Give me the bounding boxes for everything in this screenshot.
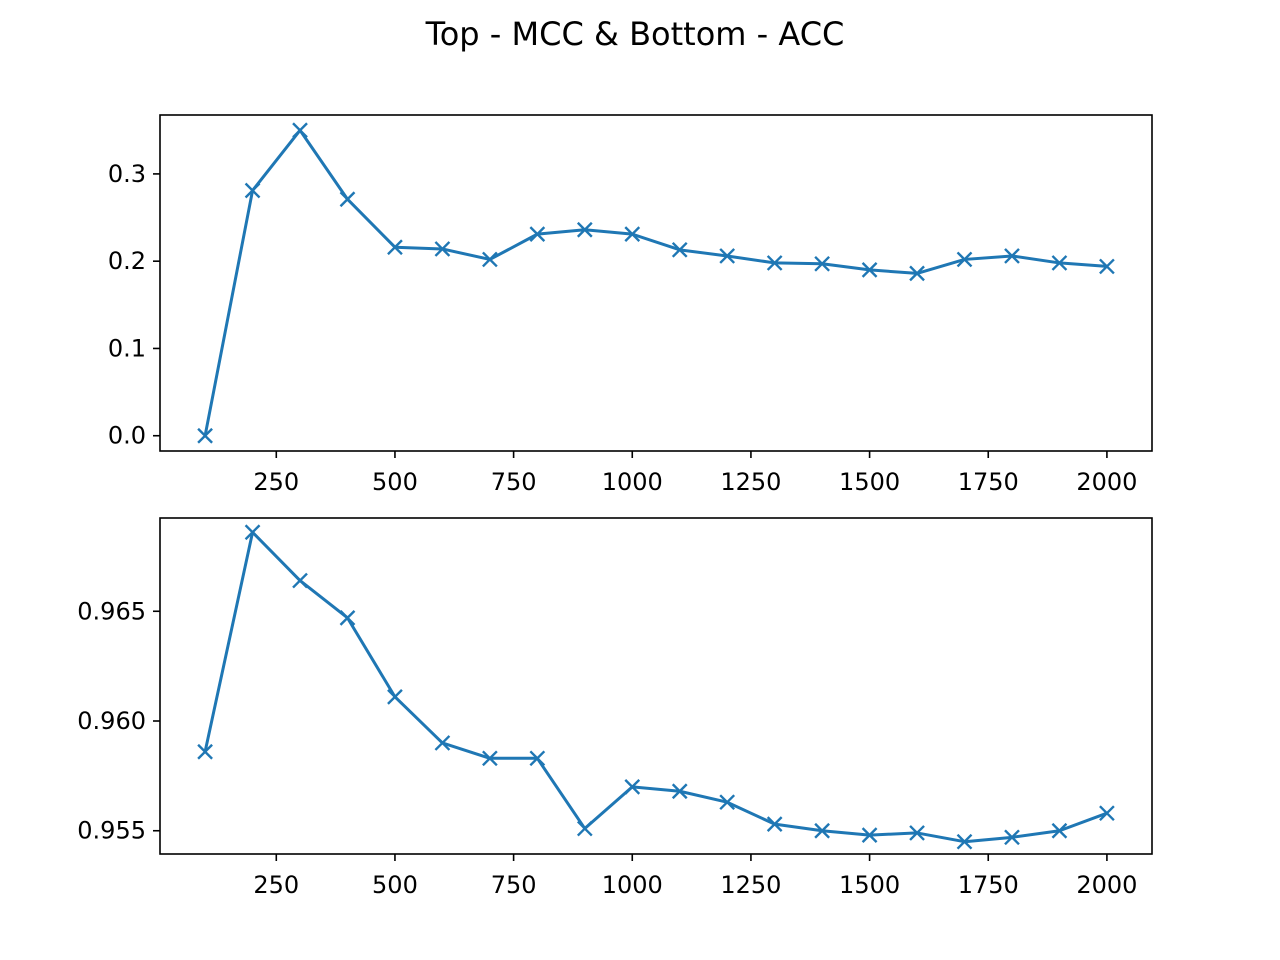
mcc-data-point <box>244 182 261 199</box>
mcc-data-point <box>1004 248 1020 264</box>
acc-data-point <box>624 778 641 795</box>
mcc-x-tick-label: 2000 <box>1076 468 1137 496</box>
mcc-x-tick-label: 250 <box>253 468 299 496</box>
mcc-series-line <box>203 128 1109 438</box>
mcc-y-tick-label: 0.2 <box>108 247 146 275</box>
mcc-data-point <box>766 255 783 271</box>
acc-data-point <box>861 827 878 843</box>
mcc-data-point <box>482 251 498 268</box>
mcc-x-tick-label: 1000 <box>602 468 663 496</box>
mcc-data-point <box>387 239 403 256</box>
mcc-data-point <box>434 241 451 257</box>
acc-data-point <box>576 820 593 837</box>
mcc-axes: 250 500 750 1000 1250 1500 1750 2000 0.0 0.1 0.2 0.… <box>108 114 1153 496</box>
mcc-y-tick-label: 0.0 <box>108 422 146 450</box>
acc-data-point <box>671 783 688 800</box>
acc-x-tick-label: 750 <box>491 871 537 899</box>
acc-data-point <box>197 743 213 760</box>
mcc-data-point <box>197 427 213 444</box>
mcc-data-point <box>814 255 830 272</box>
mcc-x-tick-label: 750 <box>491 468 537 496</box>
acc-data-point <box>244 524 261 541</box>
mcc-x-tick-label: 1500 <box>839 468 900 496</box>
acc-series-line <box>203 530 1109 844</box>
mcc-axes-frame <box>159 114 1153 452</box>
acc-data-point <box>1051 822 1068 839</box>
acc-x-tick-label: 1500 <box>839 871 900 899</box>
acc-axes-frame <box>159 517 1153 855</box>
mcc-data-point <box>861 262 878 278</box>
acc-data-point <box>482 750 498 767</box>
acc-data-point <box>719 794 736 811</box>
acc-y-tick-label: 0.955 <box>77 817 146 845</box>
mcc-y-tick-label: 0.3 <box>108 160 146 188</box>
acc-data-point <box>387 689 403 705</box>
mcc-data-point <box>339 191 356 208</box>
acc-y-tick-label: 0.965 <box>77 597 146 625</box>
mcc-x-tick-label: 1750 <box>958 468 1019 496</box>
mcc-data-point <box>671 241 688 258</box>
acc-data-point <box>1004 829 1020 846</box>
acc-x-tick-label: 250 <box>253 871 299 899</box>
mcc-data-point <box>292 122 308 139</box>
figure-title: Top - MCC & Bottom - ACC <box>425 15 845 53</box>
acc-y-tick-label: 0.960 <box>77 707 146 735</box>
acc-axes: 250 500 750 1000 1250 1500 1750 2000 0.955 0.960 0… <box>77 517 1153 899</box>
acc-data-point <box>434 735 451 751</box>
acc-x-tick-label: 1750 <box>958 871 1019 899</box>
acc-data-point <box>529 750 546 767</box>
mcc-data-point <box>624 226 641 242</box>
acc-data-point <box>766 816 783 833</box>
mcc-data-point <box>1099 258 1115 275</box>
mcc-data-point <box>576 221 593 238</box>
acc-data-point <box>1099 805 1115 822</box>
acc-data-point <box>339 610 356 626</box>
mcc-x-tick-label: 500 <box>372 468 418 496</box>
mcc-data-point <box>1051 255 1068 271</box>
mcc-data-point <box>909 265 925 282</box>
mcc-data-point <box>956 251 973 268</box>
acc-x-tick-label: 500 <box>372 871 418 899</box>
acc-x-tick-label: 2000 <box>1076 871 1137 899</box>
mcc-data-point <box>529 226 546 242</box>
mcc-x-tick-label: 1250 <box>720 468 781 496</box>
acc-data-point <box>292 572 308 589</box>
mcc-y-tick-label: 0.1 <box>108 334 146 362</box>
mcc-data-point <box>719 248 736 264</box>
acc-x-tick-label: 1000 <box>602 871 663 899</box>
acc-x-tick-label: 1250 <box>720 871 781 899</box>
acc-data-point <box>814 822 830 839</box>
acc-data-point <box>909 825 925 841</box>
acc-data-point <box>956 833 973 850</box>
